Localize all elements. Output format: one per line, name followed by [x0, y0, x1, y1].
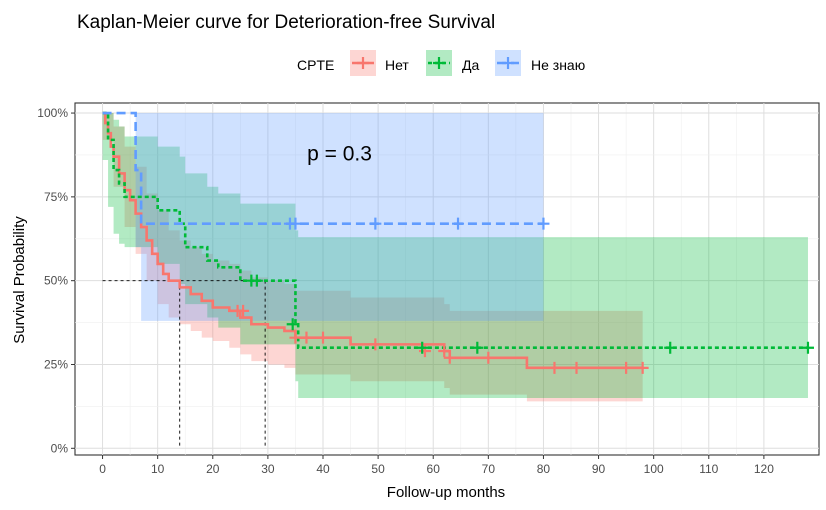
survival-curve: [102, 111, 808, 350]
legend-label-ne-znayu: Не знаю: [531, 57, 585, 73]
x-tick-label: 100: [644, 462, 664, 476]
x-tick-label: 110: [699, 462, 718, 476]
y-tick-label: 100%: [37, 106, 68, 120]
survival-curve: [102, 111, 544, 225]
censor-mark: [369, 338, 382, 351]
censor-mark: [286, 318, 299, 331]
x-tick-label: 120: [754, 462, 774, 476]
grid: [75, 103, 819, 455]
plot-panel: [74, 102, 820, 456]
censor-mark: [250, 274, 263, 287]
p-value-annotation: p = 0.3: [307, 142, 372, 165]
x-tick-label: 90: [592, 462, 606, 476]
y-tick-label: 50%: [44, 274, 68, 288]
censor-mark: [443, 351, 456, 364]
median-lines: [102, 280, 266, 449]
ci-band: [102, 113, 544, 321]
censor-mark: [289, 331, 302, 344]
censor-mark: [548, 361, 561, 374]
legend-item-net[interactable]: Нет: [350, 50, 409, 76]
censor-mark: [471, 341, 484, 354]
legend-censor-da: [433, 57, 445, 69]
legend-label-da: Да: [462, 57, 479, 73]
y-axis: 0% 25% 50% 75% 100%: [37, 106, 75, 455]
x-tick-label: 30: [261, 462, 275, 476]
y-tick-label: 25%: [44, 357, 68, 371]
censor-marks: [231, 217, 814, 374]
x-tick-label: 60: [427, 462, 441, 476]
censor-mark: [300, 331, 313, 344]
censor-mark: [369, 217, 382, 230]
x-axis: 0 10 20 30 40 50 60 70 80 90 100 110 120: [99, 455, 774, 476]
censor-mark: [620, 361, 633, 374]
censor-mark: [801, 341, 814, 354]
censor-mark: [317, 331, 329, 344]
censor-mark: [438, 345, 451, 358]
censor-mark: [570, 361, 583, 374]
panel-border: [74, 102, 820, 456]
x-tick-label: 80: [537, 462, 551, 476]
censor-mark: [482, 351, 495, 364]
y-axis-title: Survival Probability: [11, 216, 28, 344]
x-axis-title: Follow-up months: [387, 484, 505, 501]
y-tick-label: 75%: [44, 190, 68, 204]
censor-mark: [537, 217, 550, 230]
x-tick-label: 50: [371, 462, 385, 476]
legend: CPTE Нет Да Не знаю: [297, 50, 585, 76]
x-tick-label: 0: [99, 462, 106, 476]
x-tick-label: 10: [151, 462, 165, 476]
censor-mark: [452, 217, 465, 230]
censor-mark: [237, 304, 250, 317]
x-tick-label: 20: [206, 462, 220, 476]
legend-censor-ne-znayu: [502, 57, 514, 69]
legend-item-da[interactable]: Да: [426, 50, 479, 76]
legend-censor-net: [357, 57, 369, 69]
legend-item-ne-znayu[interactable]: Не знаю: [495, 50, 585, 76]
censor-mark: [636, 361, 649, 374]
censor-mark: [416, 341, 429, 354]
legend-title: CPTE: [297, 57, 334, 73]
ci-band: [102, 113, 643, 402]
x-tick-label: 70: [482, 462, 496, 476]
censor-mark: [664, 341, 677, 354]
x-tick-label: 40: [316, 462, 330, 476]
legend-label-net: Нет: [385, 57, 409, 73]
y-tick-label: 0%: [51, 441, 69, 455]
censor-mark: [289, 217, 302, 230]
chart-title: Kaplan-Meier curve for Deterioration-fre…: [77, 12, 495, 33]
